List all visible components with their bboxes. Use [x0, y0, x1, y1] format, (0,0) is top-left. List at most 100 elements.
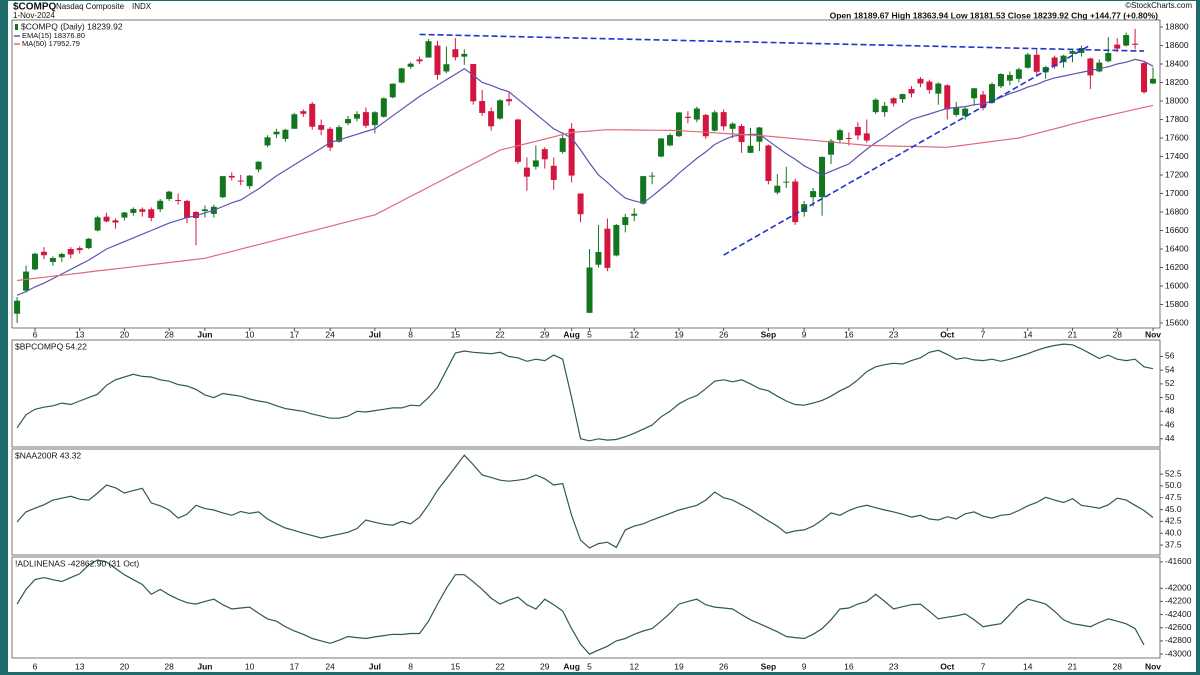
x-tick-label: 23: [889, 661, 899, 671]
candle-body: [604, 228, 611, 268]
candle-body: [488, 111, 495, 127]
candle-body: [470, 64, 477, 102]
panel-label: !ADLINENAS -42862.90 (31 Oct): [15, 558, 139, 568]
series-line: [16, 559, 1145, 655]
x-tick-label: 14: [1023, 661, 1033, 671]
candle-body: [935, 83, 942, 94]
candle-body: [980, 94, 987, 109]
candle-body: [1149, 78, 1156, 84]
candle-body: [649, 175, 656, 177]
y-tick-label: 17600: [1165, 132, 1189, 142]
y-tick-label: 44: [1165, 433, 1175, 443]
candle-body: [184, 200, 191, 218]
candle-body: [94, 217, 101, 231]
exchange: INDX: [132, 2, 152, 11]
y-tick-label: 48: [1165, 406, 1175, 416]
candle-body: [523, 167, 530, 177]
candle-body: [452, 49, 459, 58]
candle-body: [1015, 69, 1022, 79]
candle-body: [336, 127, 343, 142]
x-tick-label: Sep: [761, 329, 777, 339]
candle-body: [49, 257, 56, 262]
y-tick-label: 18000: [1165, 95, 1189, 105]
candle-body: [130, 208, 137, 213]
candle-body: [765, 145, 772, 181]
x-tick-label: Jul: [369, 661, 381, 671]
candle-body: [684, 116, 691, 118]
x-tick-label: 10: [245, 661, 255, 671]
panel: [11, 556, 1161, 659]
x-tick-label: Aug: [563, 329, 580, 339]
series-line: [17, 104, 1154, 282]
candle-body: [1024, 54, 1031, 68]
candle-body: [1060, 55, 1067, 63]
x-tick-label: 16: [844, 661, 854, 671]
candle-body: [845, 138, 852, 140]
x-tick-label: 17: [290, 329, 300, 339]
candle-body: [1132, 43, 1139, 45]
candle-body: [31, 253, 38, 270]
candle-body: [67, 249, 74, 255]
y-tick-label: -42800: [1165, 635, 1192, 645]
x-tick-label: 28: [164, 329, 174, 339]
candle-body: [40, 251, 47, 256]
candle-body: [836, 130, 843, 140]
candle-body: [658, 138, 665, 157]
y-tick-label: 37.5: [1165, 539, 1182, 549]
candle-body: [559, 138, 566, 152]
credit: ©StockCharts.com: [1125, 1, 1192, 10]
y-tick-label: 17400: [1165, 151, 1189, 161]
candle-body: [997, 74, 1004, 87]
candle-body: [353, 114, 360, 119]
x-tick-label: 19: [674, 329, 684, 339]
candle-body: [300, 111, 307, 114]
candle-body: [264, 137, 271, 146]
x-tick-label: 22: [495, 661, 505, 671]
candle-body: [327, 128, 334, 148]
x-tick-label: 29: [540, 661, 550, 671]
y-tick-label: 17200: [1165, 169, 1189, 179]
y-tick-label: 16800: [1165, 206, 1189, 216]
panel-label: $BPCOMPQ 54.22: [15, 341, 87, 351]
quote: Open 18189.67 High 18363.94 Low 18181.53…: [830, 10, 1159, 20]
candle-body: [917, 78, 924, 84]
candle-body: [926, 81, 933, 90]
candle-body: [944, 85, 951, 110]
y-tick-label: -41600: [1165, 556, 1192, 566]
y-tick-label: 18800: [1165, 21, 1189, 31]
candle-body: [729, 123, 736, 129]
candle-body: [792, 181, 799, 223]
x-tick-label: 17: [290, 661, 300, 671]
candle-body: [720, 112, 727, 127]
panel: [11, 448, 1161, 556]
x-tick-label: Oct: [940, 661, 954, 671]
x-tick-label: 28: [1112, 661, 1122, 671]
legend-label: EMA(15) 18376.80: [22, 31, 85, 40]
candle-body: [890, 98, 897, 104]
x-tick-label: 21: [1068, 329, 1078, 339]
candle-body: [291, 114, 298, 129]
candle-body: [112, 220, 119, 223]
candle-body: [371, 112, 378, 126]
panel-label: $NAA200R 43.32: [15, 450, 81, 460]
candle-body: [166, 191, 173, 200]
panel: [11, 339, 1161, 448]
y-tick-label: 47.5: [1165, 492, 1182, 502]
candle-body: [497, 100, 504, 119]
y-tick-label: 17000: [1165, 188, 1189, 198]
x-tick-label: 6: [33, 661, 38, 671]
x-tick-label: 28: [1112, 329, 1122, 339]
candle-body: [416, 59, 423, 62]
candle-body: [237, 180, 244, 182]
candle-body: [693, 108, 700, 120]
y-tick-label: 17800: [1165, 114, 1189, 124]
y-tick-label: -42000: [1165, 583, 1192, 593]
candle-body: [1051, 57, 1058, 67]
y-tick-label: 56: [1165, 351, 1175, 361]
x-tick-label: Sep: [761, 661, 777, 671]
candle-body: [1069, 51, 1076, 54]
y-tick-label: -42600: [1165, 622, 1192, 632]
candle-body: [389, 83, 396, 98]
y-tick-label: 15800: [1165, 299, 1189, 309]
candle-body: [1042, 67, 1049, 73]
